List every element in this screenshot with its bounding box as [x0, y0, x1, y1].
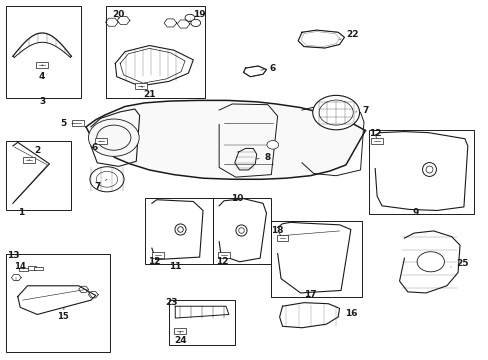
Text: 2: 2 — [29, 146, 41, 160]
Bar — [276, 235, 288, 241]
Bar — [168, 300, 234, 345]
Bar — [152, 252, 163, 258]
Bar — [5, 140, 71, 211]
Text: 18: 18 — [271, 226, 284, 236]
Bar — [144, 198, 212, 264]
Circle shape — [319, 100, 352, 125]
Bar — [370, 138, 382, 144]
Text: 7: 7 — [94, 179, 107, 191]
Text: 12: 12 — [216, 257, 228, 266]
Circle shape — [312, 95, 359, 130]
Bar — [23, 157, 35, 163]
Bar — [5, 253, 110, 352]
Bar — [368, 130, 473, 214]
Circle shape — [190, 19, 200, 27]
Text: 20: 20 — [112, 10, 124, 19]
Bar — [174, 328, 185, 334]
Text: 1: 1 — [18, 208, 24, 217]
Text: 15: 15 — [57, 307, 69, 321]
Text: 23: 23 — [165, 298, 177, 307]
Bar — [95, 138, 106, 144]
Text: 9: 9 — [412, 208, 419, 217]
Text: 16: 16 — [338, 309, 356, 318]
Text: 22: 22 — [339, 30, 358, 40]
Text: 24: 24 — [173, 331, 186, 345]
Bar — [105, 6, 205, 98]
Bar — [36, 62, 48, 68]
Text: 4: 4 — [39, 64, 45, 81]
Text: 14: 14 — [14, 262, 26, 271]
Bar — [271, 221, 361, 297]
Circle shape — [96, 171, 118, 187]
Bar — [218, 252, 229, 258]
Text: 21: 21 — [141, 86, 155, 99]
Circle shape — [90, 167, 124, 192]
Bar — [72, 120, 83, 126]
Bar — [135, 83, 147, 89]
Text: 11: 11 — [169, 262, 181, 271]
Bar — [34, 267, 42, 270]
Text: 6: 6 — [261, 64, 275, 73]
Circle shape — [184, 14, 194, 22]
Text: 6: 6 — [91, 141, 101, 152]
Circle shape — [88, 119, 139, 156]
Bar — [5, 6, 81, 98]
Text: 7: 7 — [355, 105, 368, 114]
Circle shape — [266, 140, 278, 149]
Bar — [27, 266, 36, 270]
Text: 5: 5 — [60, 119, 75, 128]
Text: 17: 17 — [304, 290, 316, 299]
Circle shape — [97, 125, 131, 150]
Text: 19: 19 — [189, 10, 205, 21]
Polygon shape — [86, 100, 365, 179]
Text: 13: 13 — [7, 251, 19, 260]
Text: 12: 12 — [148, 257, 160, 266]
Text: 3: 3 — [39, 97, 45, 106]
Text: 8: 8 — [256, 153, 270, 162]
Bar — [212, 198, 271, 264]
Text: 25: 25 — [450, 259, 468, 268]
Circle shape — [416, 252, 444, 272]
Bar — [19, 268, 28, 271]
Text: 12: 12 — [368, 129, 381, 138]
Text: 10: 10 — [230, 194, 243, 203]
